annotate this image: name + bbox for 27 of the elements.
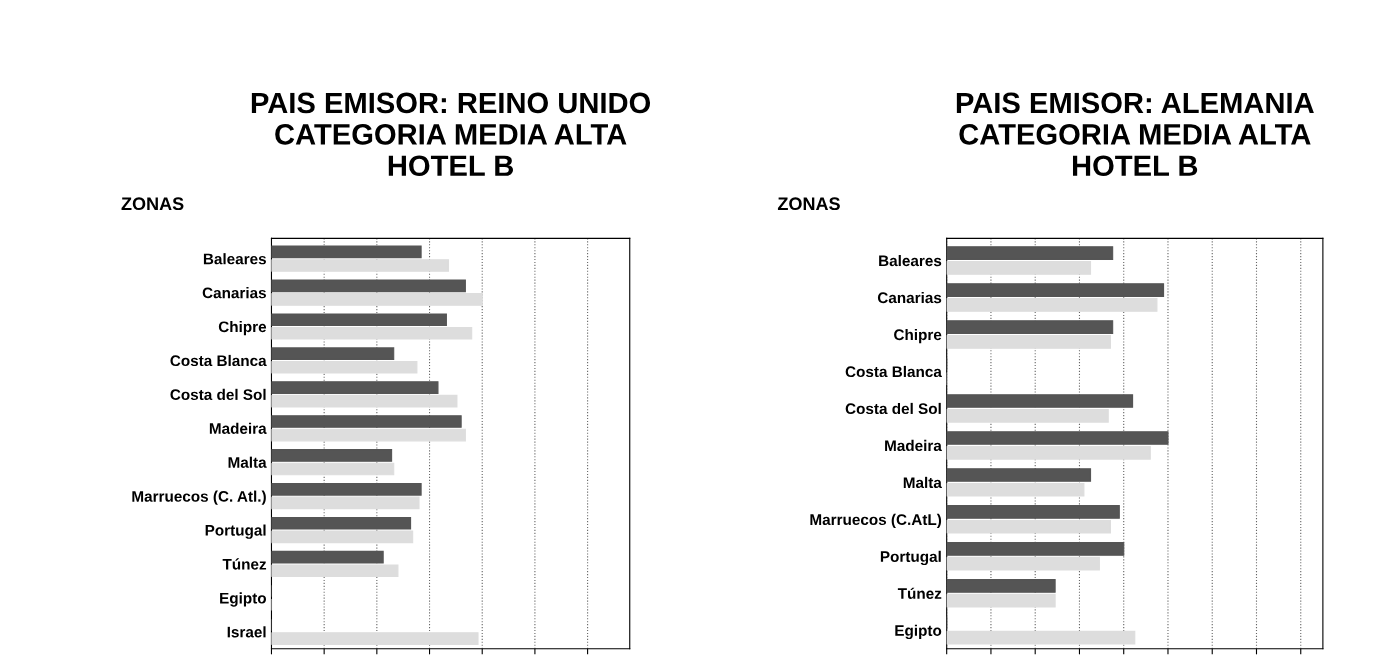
y-tick-label: Marruecos (C. Atl.) (132, 490, 266, 505)
y-tick-label: Chipre (894, 328, 942, 344)
y-tick-label: Baleares (203, 253, 266, 265)
y-tick-label: Túnez (897, 587, 942, 599)
y-tick-label: Chipre (218, 320, 267, 336)
y-axis-title: ZONAS (777, 197, 840, 211)
y-tick-label: Egipto (895, 624, 942, 640)
chart-title: PAIS EMISOR: ALEMANIA CATEGORIA MEDIA ALTA HOTEL B (956, 92, 1314, 177)
y-tick-label: Malta (228, 456, 267, 468)
y-tick-label: Malta (903, 476, 942, 489)
y-tick-label: Costa Blanca (170, 354, 267, 367)
y-tick-label: Madeira (885, 439, 942, 452)
y-tick-label: Baleares (879, 254, 942, 267)
y-tick-label: Egipto (220, 592, 267, 607)
y-tick-label: Israel (227, 626, 266, 638)
y-tick-label: Túnez (222, 558, 267, 570)
y-tick-label: Canarias (202, 287, 266, 299)
y-tick-label: Costa Blanca (845, 365, 942, 378)
y-tick-label: Marruecos (C.AtL) (810, 513, 942, 529)
y-tick-label: Costa del Sol (845, 402, 941, 415)
y-tick-label: Costa del Sol (170, 388, 266, 401)
y-axis-title: ZONAS (121, 197, 184, 211)
chart-title: PAIS EMISOR: REINO UNIDO CATEGORIA MEDIA ALTA HOTEL B (251, 92, 651, 177)
y-tick-label: Portugal (880, 550, 941, 566)
y-tick-label: Portugal (205, 524, 266, 539)
y-tick-label: Canarias (877, 291, 942, 304)
y-tick-label: Madeira (209, 422, 267, 434)
